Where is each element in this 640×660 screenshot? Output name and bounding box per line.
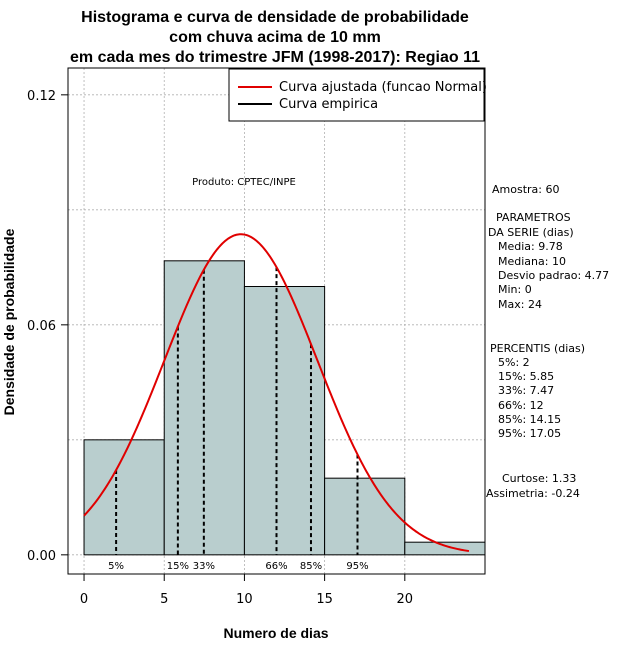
x-tick-label: 0 — [80, 592, 88, 607]
percentile-label: 85% — [300, 561, 322, 572]
percentile-label: 95% — [346, 561, 368, 572]
chart-title-line-2: com chuva acima de 10 mm — [169, 29, 381, 46]
legend-label-normal: Curva ajustada (funcao Normal) — [279, 80, 487, 95]
mediana-text: Mediana: 10 — [498, 255, 566, 268]
bars-layer — [83, 260, 486, 556]
y-tick-label: 0.12 — [27, 89, 56, 104]
x-axis-title: Numero de dias — [223, 625, 328, 641]
legend-label-empirica: Curva empirica — [279, 97, 378, 112]
y-tick-label: 0.06 — [27, 319, 56, 334]
histogram-bar — [404, 541, 486, 556]
x-tick-label: 15 — [316, 592, 333, 607]
side-panel: Amostra: 60 PARAMETROS DA SERIE (dias) M… — [486, 183, 609, 500]
y-tick-label: 0.00 — [27, 549, 56, 564]
percentis-title: PERCENTIS (dias) — [490, 342, 585, 355]
p15-text: 15%: 5.85 — [498, 370, 554, 383]
legend: Curva ajustada (funcao Normal) Curva emp… — [228, 68, 487, 122]
parametros-title-1: PARAMETROS — [496, 211, 571, 224]
produto-annotation: Produto: CPTEC/INPE — [192, 177, 296, 188]
assimetria-text: Assimetria: -0.24 — [486, 487, 580, 500]
parametros-title-2: DA SERIE (dias) — [488, 226, 574, 239]
plot-frame — [67, 67, 486, 575]
p33-text: 33%: 7.47 — [498, 384, 554, 397]
percentile-label: 66% — [265, 561, 287, 572]
x-tick-label: 5 — [160, 592, 168, 607]
p66-text: 66%: 12 — [498, 399, 544, 412]
chart-title-line-3: em cada mes do trimestre JFM (1998-2017)… — [70, 49, 480, 66]
percentile-markers: 5% 15% 33% 66% 85% 95% — [108, 267, 369, 572]
x-tick-label: 10 — [236, 592, 253, 607]
histogram-bar — [324, 477, 406, 556]
histogram-bar — [163, 260, 245, 556]
desvio-text: Desvio padrao: 4.77 — [498, 269, 609, 282]
histogram-bar — [243, 286, 326, 556]
percentile-label: 33% — [193, 561, 215, 572]
curtose-text: Curtose: 1.33 — [502, 472, 576, 485]
p5-text: 5%: 2 — [498, 356, 530, 369]
histogram-bar — [83, 439, 165, 556]
legend-box — [228, 68, 485, 122]
max-text: Max: 24 — [498, 298, 542, 311]
p95-text: 95%: 17.05 — [498, 427, 561, 440]
amostra-text: Amostra: 60 — [492, 183, 559, 196]
percentile-label: 15% — [167, 561, 189, 572]
min-text: Min: 0 — [498, 283, 532, 296]
chart-title-line-1: Histograma e curva de densidade de proba… — [81, 9, 469, 26]
p85-text: 85%: 14.15 — [498, 413, 561, 426]
normal-curve-layer — [83, 233, 470, 553]
x-tick-label: 20 — [397, 592, 414, 607]
percentile-label: 5% — [108, 561, 124, 572]
normal-fit-curve — [83, 233, 470, 553]
y-axis-title: Densidade de probabilidade — [1, 228, 17, 415]
media-text: Media: 9.78 — [498, 240, 563, 253]
